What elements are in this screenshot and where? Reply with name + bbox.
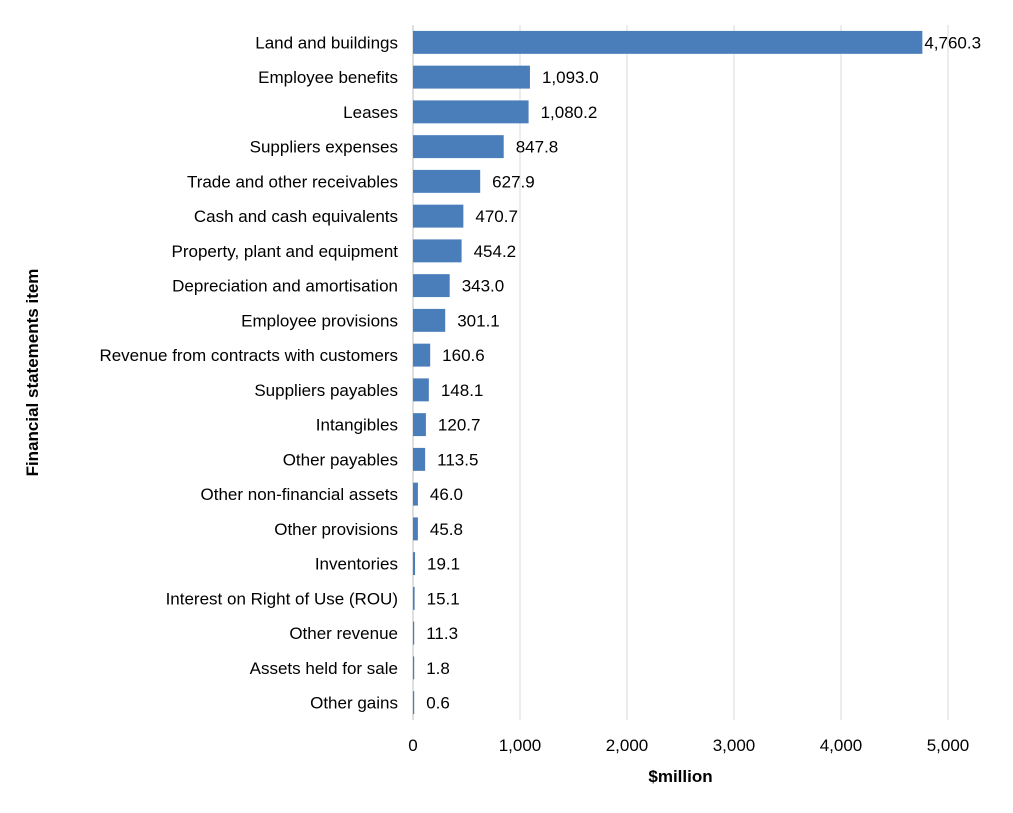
x-tick-label: 5,000 [927,736,970,755]
category-label: Interest on Right of Use (ROU) [166,589,398,608]
bar [413,691,415,715]
category-label: Revenue from contracts with customers [99,346,398,365]
x-tick-label: 4,000 [820,736,863,755]
bar [413,517,418,541]
bar [413,586,415,610]
bar [413,274,450,298]
data-label: 120.7 [438,416,481,435]
labels: 0 1,000 2,000 3,000 4,000 5,000 Land and build… [99,33,981,755]
bar [413,413,426,437]
category-label: Other non-financial assets [201,485,399,504]
x-axis-title: $million [648,767,712,786]
bar [413,447,426,471]
category-label: Employee benefits [258,68,398,87]
category-label: Suppliers payables [254,381,398,400]
category-label: Other gains [310,694,398,713]
data-label: 1,080.2 [541,103,598,122]
data-label: 46.0 [430,485,463,504]
bar [413,552,416,576]
x-tick-label: 1,000 [499,736,542,755]
bar [413,378,429,402]
category-label: Land and buildings [255,33,398,52]
category-label: Property, plant and equipment [172,242,399,261]
x-tick-label: 0 [408,736,417,755]
bar [413,100,529,124]
bar [413,204,464,228]
category-label: Cash and cash equivalents [194,207,398,226]
bar [413,308,446,332]
data-label: 19.1 [427,555,460,574]
category-label: Leases [343,103,398,122]
data-label: 627.9 [492,172,535,191]
bar [413,343,431,367]
data-label: 1.8 [426,659,450,678]
data-label: 11.3 [426,624,458,643]
bar [413,621,415,645]
data-label: 4,760.3 [924,33,981,52]
bar [413,65,530,89]
category-label: Assets held for sale [250,659,398,678]
data-label: 343.0 [462,277,505,296]
bar [413,30,923,54]
category-label: Employee provisions [241,311,398,330]
data-label: 113.5 [437,450,478,469]
bar [413,482,418,506]
data-label: 0.6 [426,694,450,713]
category-label: Trade and other receivables [187,172,398,191]
bar [413,169,481,193]
bar [413,656,415,680]
data-label: 15.1 [427,589,460,608]
category-label: Suppliers expenses [250,138,398,157]
bar [413,239,462,263]
data-label: 45.8 [430,520,463,539]
gridlines [412,25,949,720]
data-label: 160.6 [442,346,485,365]
y-axis-title: Financial statements item [23,269,42,477]
data-label: 454.2 [474,242,517,261]
x-tick-label: 3,000 [713,736,756,755]
data-label: 470.7 [475,207,518,226]
data-label: 301.1 [457,311,500,330]
bars [413,30,923,715]
category-label: Other provisions [274,520,398,539]
category-label: Other payables [283,450,398,469]
category-label: Other revenue [289,624,398,643]
data-label: 1,093.0 [542,68,599,87]
data-label: 847.8 [516,138,559,157]
data-label: 148.1 [441,381,484,400]
category-label: Inventories [315,555,398,574]
bar [413,135,504,159]
category-label: Intangibles [316,416,398,435]
category-label: Depreciation and amortisation [172,277,398,296]
x-tick-label: 2,000 [606,736,649,755]
